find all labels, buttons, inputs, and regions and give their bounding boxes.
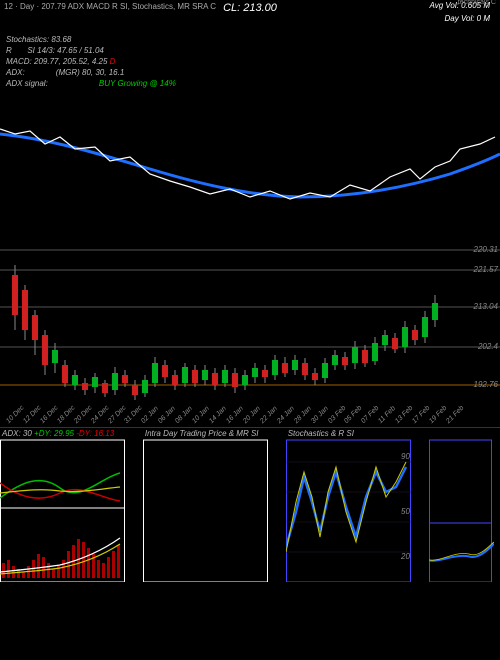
stoch-title: Stochastics & R SI: [288, 429, 354, 438]
adx-macd-panel: ADX: 30 +DY: 29.95 -DY: 16.13: [0, 427, 143, 582]
close-price: CL: 213.00: [223, 2, 277, 14]
adx-val: ADX: (MGR) 80, 30, 16.1: [6, 67, 494, 78]
svg-text:50: 50: [401, 507, 410, 516]
header-left: 12 · Day · 207.79 ADX MACD R SI, Stochas…: [4, 2, 216, 11]
main-line-chart: [0, 89, 500, 234]
adx-signal: ADX signal: BUY Growing @ 14%: [6, 78, 494, 89]
intra-title: Intra Day Trading Price & MR SI: [145, 429, 259, 438]
stochastics-side-panel: [429, 427, 500, 582]
stoch-val: Stochastics: 83.68: [6, 34, 494, 45]
day-vol: Day Vol: 0 M: [445, 14, 491, 23]
header: 12 · Day · 207.79 ADX MACD R SI, Stochas…: [0, 0, 500, 18]
rsi-val: R SI 14/3: 47.65 / 51.04: [6, 45, 494, 56]
candlestick-chart: 220.31221.57213.04202.4192.76: [0, 234, 500, 409]
svg-text:90: 90: [401, 452, 410, 461]
intraday-panel: Intra Day Trading Price & MR SI: [143, 427, 286, 582]
macd-val: MACD: 209.77, 205.52, 4.25 D: [6, 56, 494, 67]
bottom-panels: ADX: 30 +DY: 29.95 -DY: 16.13 Intra Day …: [0, 427, 500, 582]
svg-text:20: 20: [400, 552, 410, 561]
adx-title: ADX: 30 +DY: 29.95 -DY: 16.13: [2, 429, 114, 438]
stochastics-panel: Stochastics & R SI 90 50 20: [286, 427, 429, 582]
indicator-info: Stochastics: 83.68 R SI 14/3: 47.65 / 51…: [0, 32, 500, 89]
tech-tag: technicals C: [458, 0, 496, 6]
date-axis: 10 Dec12 Dec16 Dec18 Dec20 Dec24 Dec27 D…: [0, 409, 500, 427]
